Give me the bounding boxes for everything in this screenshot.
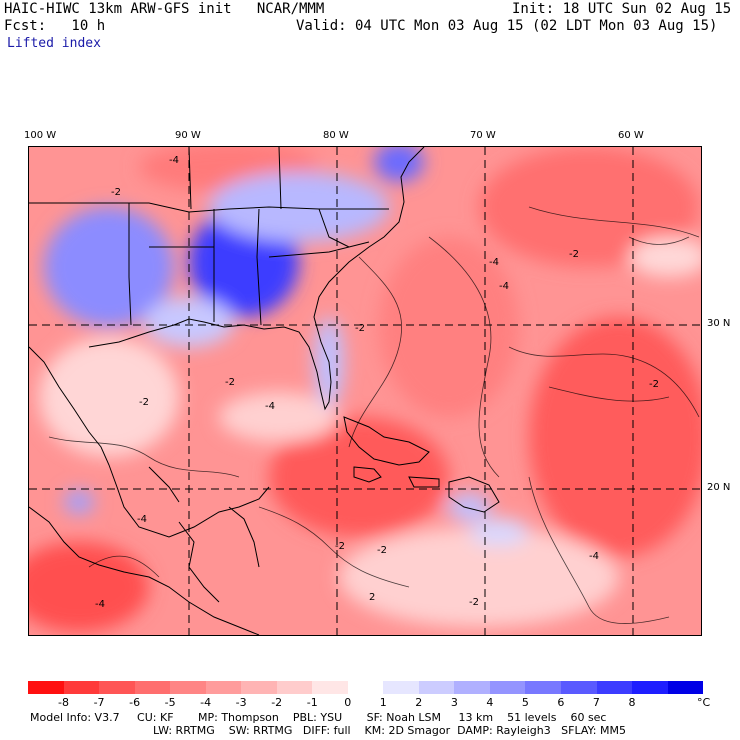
lon-label-60w: 60 W [618,130,644,141]
colorbar-tick-label: 1 [379,696,387,709]
colorbar-tick-label: 0 [344,696,352,709]
coastlines [29,147,500,635]
colorbar-swatch [63,681,100,694]
lon-label-80w: 80 W [323,130,349,141]
colorbar-swatch [347,681,384,694]
contour-label: -4 [95,599,105,610]
colorbar-swatch [312,681,348,694]
contour-label: -4 [589,551,599,562]
colorbar-tick-label: 4 [486,696,494,709]
contour-label: -2 [225,377,235,388]
colorbar-unit: °C [697,696,711,709]
li-contours [48,206,700,624]
lat-label-30n: 30 N [707,318,731,329]
colorbar [28,681,704,694]
init-time: Init: 18 UTC Sun 02 Aug 15 [512,1,732,17]
colorbar-swatch [134,681,171,694]
model-info-line2: LW: RRTMG SW: RRTMG DIFF: full KM: 2D Sm… [153,724,626,737]
contour-label: -4 [265,401,275,412]
colorbar-swatch [667,681,704,694]
contour-label: -4 [169,155,179,166]
colorbar-tick-label: 5 [521,696,529,709]
contour-label: -2 [469,597,479,608]
colorbar-tick-label: -1 [306,696,318,709]
colorbar-swatch [205,681,242,694]
contour-label: -4 [489,257,499,268]
model-info-line1: Model Info: V3.7 CU: KF MP: Thompson PBL… [30,711,607,724]
colorbar-swatch [418,681,455,694]
contour-label: -4 [499,281,509,292]
colorbar-tick-label: -6 [129,696,141,709]
contour-label: -2 [111,187,121,198]
lifted-index-map: -2 -4 -2 -4 -2 -4 -2 -4 -2 -4 -4 -2 2 -2… [28,146,702,636]
forecast-hour: Fcst: 10 h [4,18,106,34]
colorbar-tick-label: -3 [235,696,247,709]
colorbar-swatch [596,681,633,694]
colorbar-tick-label: 2 [415,696,423,709]
colorbar-tick-label: -8 [58,696,69,709]
contour-label: -4 [137,514,147,525]
colorbar-tick-label: 7 [592,696,600,709]
colorbar-tick-label: 8 [628,696,636,709]
colorbar-swatch [525,681,561,694]
colorbar-swatch [454,681,490,694]
lat-label-20n: 20 N [707,482,731,493]
graticule [29,147,701,635]
valid-time: Valid: 04 UTC Mon 03 Aug 15 (02 LDT Mon … [296,18,718,34]
contour-label: -2 [139,397,149,408]
colorbar-swatch [241,681,277,694]
lon-label-100w: 100 W [24,130,57,141]
colorbar-tick-label: -4 [200,696,212,709]
colorbar-swatch [170,681,206,694]
colorbar-swatch [560,681,597,694]
lon-label-70w: 70 W [470,130,496,141]
colorbar-tick-label: -2 [271,696,283,709]
colorbar-swatch [632,681,668,694]
colorbar-tick-label: 3 [450,696,458,709]
colorbar-swatch [276,681,313,694]
contour-label: -2 [569,249,579,260]
colorbar-swatch [28,681,64,694]
model-title: HAIC-HIWC 13km ARW-GFS init NCAR/MMM [4,1,325,17]
colorbar-swatch [99,681,135,694]
field-name: Lifted index [7,36,101,51]
colorbar-tick-label: 6 [557,696,565,709]
colorbar-swatch [489,681,526,694]
field-shading [29,147,701,632]
contour-label: -2 [649,379,659,390]
colorbar-swatch [383,681,419,694]
map-canvas: -2 -4 -2 -4 -2 -4 -2 -4 -2 -4 -4 -2 2 -2… [29,147,701,635]
contour-label: -2 [377,545,387,556]
contour-labels: -2 -4 -2 -4 -2 -4 -2 -4 -2 -4 -4 -2 2 -2… [95,155,659,610]
contour-label: -2 [335,541,345,552]
contour-label: -2 [355,323,365,334]
contour-label: 2 [369,592,375,603]
colorbar-tick-label: -5 [164,696,176,709]
colorbar-tick-label: -7 [93,696,105,709]
lon-label-90w: 90 W [175,130,201,141]
